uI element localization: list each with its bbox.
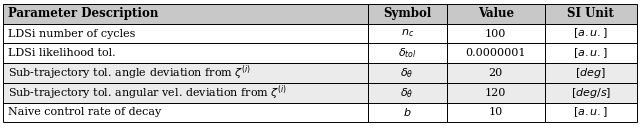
Bar (3, 83, 367, 103)
Bar (3, 43, 367, 63)
Bar (367, 83, 447, 103)
Bar (545, 83, 637, 103)
Text: LDSi number of cycles: LDSi number of cycles (8, 29, 136, 39)
Text: 10: 10 (489, 107, 503, 117)
Text: Value: Value (478, 7, 514, 20)
Text: $\delta_{\theta}$: $\delta_{\theta}$ (401, 66, 414, 80)
Text: $[deg/s]$: $[deg/s]$ (571, 86, 611, 100)
Bar (545, 63, 637, 83)
Bar (447, 83, 545, 103)
Text: $[a.u.]$: $[a.u.]$ (573, 106, 609, 119)
Text: Naive control rate of decay: Naive control rate of decay (8, 107, 161, 117)
Text: $[a.u.]$: $[a.u.]$ (573, 27, 609, 40)
Text: $[a.u.]$: $[a.u.]$ (573, 46, 609, 60)
Text: $\delta_{tol}$: $\delta_{tol}$ (397, 46, 417, 60)
Bar (447, 24, 545, 43)
Bar (3, 24, 367, 43)
Bar (447, 63, 545, 83)
Text: LDSi likelihood tol.: LDSi likelihood tol. (8, 48, 116, 58)
Text: Sub-trajectory tol. angular vel. deviation from $\zeta^{(i)}$: Sub-trajectory tol. angular vel. deviati… (8, 84, 287, 102)
Bar (447, 4, 545, 24)
Bar (367, 4, 447, 24)
Bar (367, 43, 447, 63)
Text: Sub-trajectory tol. angle deviation from $\zeta^{(i)}$: Sub-trajectory tol. angle deviation from… (8, 64, 252, 82)
Bar (447, 43, 545, 63)
Bar (3, 63, 367, 83)
Bar (367, 24, 447, 43)
Text: Symbol: Symbol (383, 7, 431, 20)
Text: Parameter Description: Parameter Description (8, 7, 159, 20)
Text: $b$: $b$ (403, 107, 412, 119)
Bar (367, 103, 447, 122)
Bar (545, 24, 637, 43)
Bar (367, 63, 447, 83)
Bar (545, 103, 637, 122)
Text: 0.0000001: 0.0000001 (465, 48, 526, 58)
Bar (545, 4, 637, 24)
Text: 100: 100 (485, 29, 506, 39)
Text: SI Unit: SI Unit (568, 7, 614, 20)
Bar (545, 43, 637, 63)
Text: 20: 20 (489, 68, 503, 78)
Text: $n_c$: $n_c$ (401, 28, 413, 40)
Bar (447, 103, 545, 122)
Text: $\delta_{\dot{\theta}}$: $\delta_{\dot{\theta}}$ (401, 86, 414, 100)
Bar (3, 4, 367, 24)
Text: $[deg]$: $[deg]$ (575, 66, 606, 80)
Bar (3, 103, 367, 122)
Text: 120: 120 (485, 88, 506, 98)
